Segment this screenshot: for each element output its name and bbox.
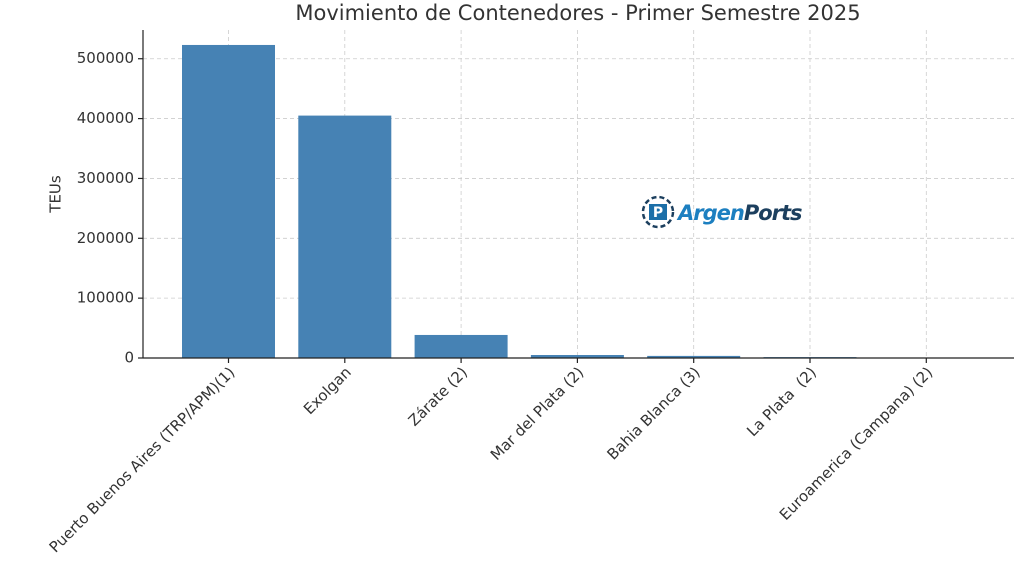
y-axis-label: TEUs (47, 175, 65, 214)
x-tick-label: Zárate (2) (405, 363, 471, 429)
bar (414, 334, 508, 358)
watermark-text: ArgenPorts (676, 201, 802, 225)
y-tick-label: 500000 (77, 49, 134, 67)
y-tick-label: 100000 (77, 289, 134, 307)
bar (530, 355, 624, 358)
bar (298, 115, 392, 358)
watermark-icon (641, 195, 675, 229)
watermark-part: Argen (676, 201, 744, 225)
y-tick-label: 0 (124, 349, 134, 367)
x-tick-label: Bahia Blanca (3) (603, 363, 703, 463)
watermark-icon-box (649, 204, 667, 220)
y-tick-label: 200000 (77, 229, 134, 247)
watermark-icon-letter: P (653, 205, 663, 221)
x-tick-label: La Plata (2) (743, 363, 820, 440)
x-tick-label: Exolgan (300, 363, 355, 418)
bar (182, 44, 275, 359)
plot-area: 0 100000 200000 300000 400000 500000 Puerto Bu… (46, 30, 1014, 556)
bar (647, 355, 741, 358)
watermark-part: Ports (744, 201, 802, 225)
watermark: P ArgenPorts (641, 195, 803, 229)
y-tick-label: 400000 (77, 109, 134, 127)
x-tick-label: Mar del Plata (2) (487, 363, 588, 464)
x-tick-label: Puerto Buenos Aires (TRP/APM)(1) (46, 363, 239, 556)
y-tick-label: 300000 (77, 169, 134, 187)
chart-title: Movimiento de Contenedores - Primer Seme… (295, 1, 860, 25)
